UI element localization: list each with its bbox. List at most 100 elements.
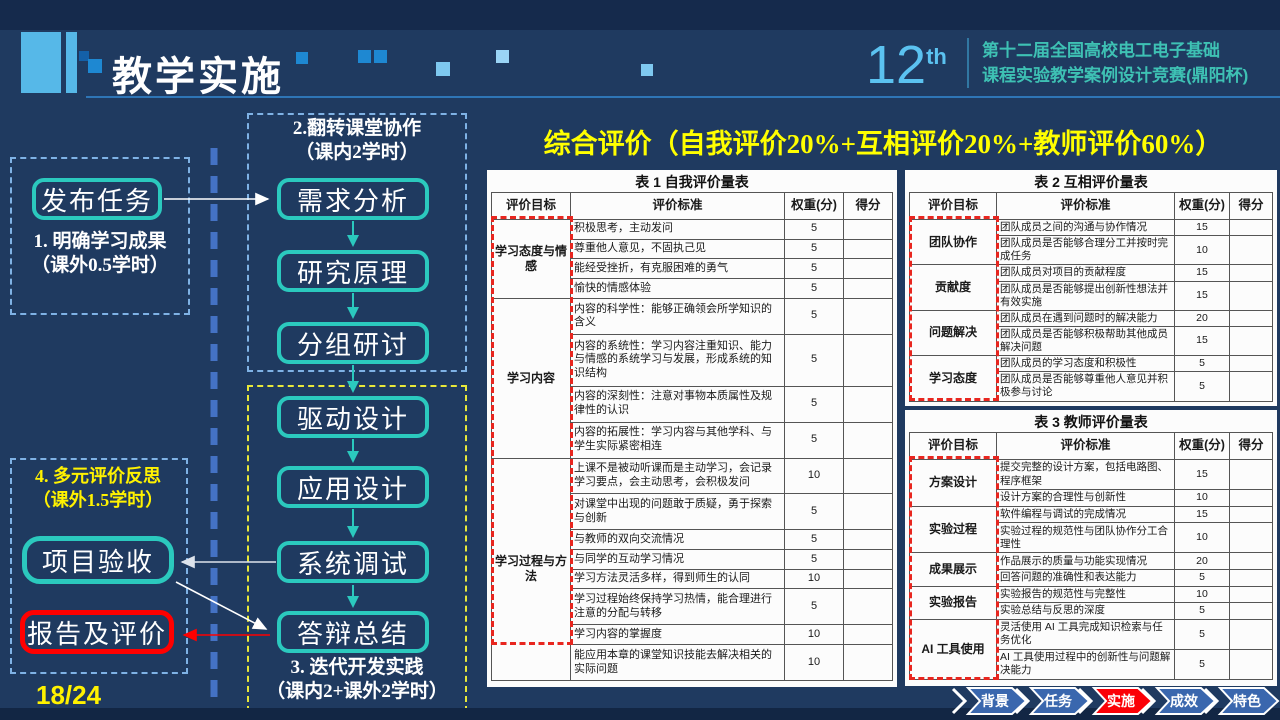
score-cell bbox=[1229, 264, 1273, 282]
nav-banner[interactable] bbox=[1154, 687, 1217, 715]
score-cell bbox=[843, 385, 893, 423]
stage1-label-line2: （课外0.5学时） bbox=[31, 255, 169, 276]
table-row: 问题解决 团队成员在遇到问题时的解决能力 20 bbox=[909, 309, 1273, 357]
score-cell bbox=[843, 549, 893, 570]
table-row: 实验总结与反思的深度 5 bbox=[910, 602, 1273, 620]
nav-banner[interactable] bbox=[1028, 687, 1091, 715]
criteria-cell: 软件编程与调试的完成情况 bbox=[996, 505, 1175, 524]
column-header: 得分 bbox=[1229, 432, 1273, 460]
flow-box-group-discussion: 分组研讨 bbox=[277, 322, 429, 364]
evaluation-goal-cell: 学习内容 bbox=[491, 297, 571, 459]
weight-cell: 5 bbox=[784, 493, 844, 531]
weight-cell: 20 bbox=[1174, 309, 1230, 327]
deco-square bbox=[374, 50, 387, 63]
flow-box-project-acceptance: 项目验收 bbox=[22, 536, 174, 584]
evaluation-goal-cell: 问题解决 bbox=[909, 309, 997, 357]
criteria-cell: 能经受挫折，有克服困难的勇气 bbox=[570, 258, 785, 280]
stage1-label-line1: 1. 明确学习成果 bbox=[33, 231, 167, 252]
flow-box-driver-design: 驱动设计 bbox=[277, 396, 429, 438]
weight-cell: 5 bbox=[1174, 371, 1230, 402]
criteria-cell: 与教师的双向交流情况 bbox=[570, 529, 785, 551]
criteria-cell: 团队成员是否能够合理分工并按时完成任务 bbox=[996, 235, 1175, 266]
stage2-label-line1: 2.翻转课堂协作 bbox=[292, 118, 422, 139]
table-row: 学习过程始终保持学习热情，能合理进行注意的分配与转移 5 bbox=[492, 588, 893, 626]
criteria-cell: 学习方法灵活多样，得到师生的认同 bbox=[570, 568, 785, 590]
nav-label: 成效 bbox=[1170, 693, 1199, 709]
deco-square bbox=[358, 50, 371, 63]
score-cell bbox=[843, 297, 893, 335]
edition-value: 12 bbox=[866, 35, 927, 95]
flow-box-application-design: 应用设计 bbox=[277, 466, 429, 508]
stage1-label: 1. 明确学习成果 （课外0.5学时） bbox=[14, 230, 186, 278]
table-row: 内容的深刻性：注意对事物本质属性及规律性的认识 5 bbox=[492, 385, 893, 423]
deco-square bbox=[296, 52, 308, 64]
weight-cell: 20 bbox=[1174, 552, 1230, 570]
table-row: 学习态度 团队成员的学习态度和积极性 5 bbox=[909, 355, 1273, 402]
deco-square bbox=[88, 59, 102, 73]
stage2-label-line2: （课内2学时） bbox=[295, 142, 419, 163]
table-row: 内容的拓展性：学习内容与其他学科、与学生实际紧密相连 5 bbox=[492, 421, 893, 459]
weight-cell: 10 bbox=[784, 457, 844, 495]
edition-number: 12th bbox=[866, 28, 947, 94]
weight-cell: 5 bbox=[784, 588, 844, 626]
weight-cell: 10 bbox=[1174, 489, 1230, 507]
criteria-cell: 团队成员的学习态度和积极性 bbox=[996, 355, 1175, 373]
score-cell bbox=[843, 457, 893, 495]
nav-banner-active[interactable] bbox=[1091, 687, 1154, 715]
evaluation-goal-cell: 学习态度 bbox=[909, 355, 997, 402]
header-rule bbox=[86, 96, 1280, 98]
score-cell bbox=[1229, 505, 1273, 524]
table-row: 贡献度 团队成员对项目的贡献程度 15 bbox=[909, 264, 1273, 311]
table-row: 方案设计 提交完整的设计方案，包括电路图、程序框架 15 bbox=[909, 458, 1273, 507]
table-row: 成果展示 作品展示的质量与功能实现情况 20 bbox=[909, 552, 1273, 587]
weight-cell: 15 bbox=[1174, 280, 1230, 311]
weight-cell: 5 bbox=[784, 297, 844, 335]
evaluation-goal-cell: 学习态度与情感 bbox=[491, 219, 571, 299]
criteria-cell: 设计方案的合理性与创新性 bbox=[996, 489, 1175, 507]
table-row: AI 工具使用 灵活使用 AI 工具完成知识检索与任务优化 5 bbox=[909, 618, 1273, 681]
nav-item-implementation-active[interactable]: 实施 bbox=[1077, 687, 1154, 715]
evaluation-goal-cell: 实验过程 bbox=[909, 505, 997, 554]
stage1-group-box bbox=[10, 157, 190, 315]
deco-square bbox=[21, 32, 61, 93]
score-cell bbox=[1229, 585, 1273, 604]
criteria-cell: 作品展示的质量与功能实现情况 bbox=[996, 552, 1175, 570]
score-cell bbox=[1229, 371, 1273, 402]
flow-box-system-debug: 系统调试 bbox=[277, 541, 429, 583]
evaluation-goal-cell: 学习过程与方法 bbox=[491, 457, 571, 682]
score-cell bbox=[1229, 489, 1273, 507]
nav-banner[interactable] bbox=[1217, 687, 1280, 715]
deco-square bbox=[641, 64, 653, 76]
nav-item-background[interactable]: 背景 bbox=[951, 687, 1028, 715]
column-header: 得分 bbox=[843, 192, 893, 220]
column-header: 评价标准 bbox=[570, 192, 785, 220]
weight-cell: 10 bbox=[784, 568, 844, 590]
score-cell bbox=[843, 568, 893, 590]
stage3-label: 3. 迭代开发实践 （课内2+课外2学时） bbox=[249, 656, 465, 704]
chevron-icon bbox=[951, 687, 968, 715]
criteria-cell: 实验过程的规范性与团队协作分工合理性 bbox=[996, 522, 1175, 554]
criteria-cell: 愉快的情感体验 bbox=[570, 278, 785, 299]
nav-item-task[interactable]: 任务 bbox=[1014, 687, 1091, 715]
evaluation-goal-cell: 成果展示 bbox=[909, 552, 997, 587]
competition-line1: 第十二届全国高校电工电子基础 bbox=[982, 41, 1220, 60]
nav-item-features[interactable]: 特色 bbox=[1203, 687, 1280, 715]
flow-box-requirement-analysis: 需求分析 bbox=[277, 178, 429, 220]
weight-cell: 5 bbox=[1174, 602, 1230, 620]
nav-banner[interactable] bbox=[965, 687, 1028, 715]
edition-suffix: th bbox=[926, 44, 947, 69]
criteria-cell: 学习过程始终保持学习热情，能合理进行注意的分配与转移 bbox=[570, 588, 785, 626]
weight-cell: 15 bbox=[1174, 218, 1230, 237]
criteria-cell: 团队成员之间的沟通与协作情况 bbox=[996, 218, 1175, 237]
score-cell bbox=[843, 238, 893, 260]
page-title: 教学实施 bbox=[112, 55, 284, 99]
table-row: AI 工具使用过程中的创新性与问题解决能力 5 bbox=[910, 648, 1273, 681]
criteria-cell: 团队成员在遇到问题时的解决能力 bbox=[996, 309, 1175, 327]
table-row: 团队协作 团队成员之间的沟通与协作情况 15 bbox=[909, 218, 1273, 266]
table-row: 学习内容 内容的科学性：能够正确领会所学知识的含义 5 bbox=[491, 297, 893, 459]
flow-box-principle-research: 研究原理 bbox=[277, 250, 429, 292]
chevron-icon bbox=[1014, 687, 1031, 715]
nav-item-results[interactable]: 成效 bbox=[1140, 687, 1217, 715]
column-header: 评价目标 bbox=[909, 192, 997, 220]
